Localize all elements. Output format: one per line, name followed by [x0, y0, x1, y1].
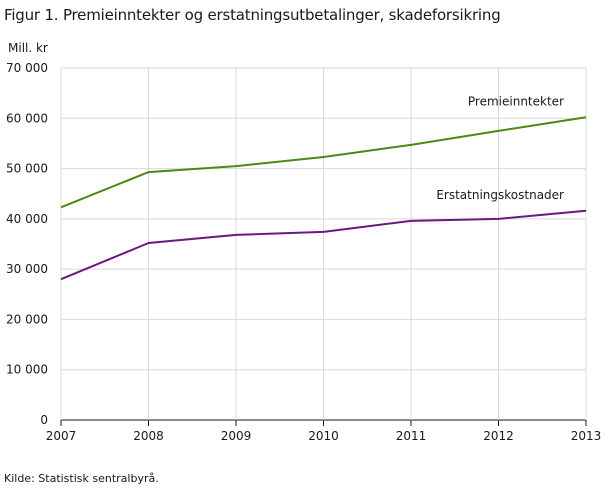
x-tick-label: 2008 [133, 429, 164, 443]
y-tick-label: 70 000 [6, 61, 48, 75]
y-axis-unit-label: Mill. kr [8, 41, 48, 55]
y-tick-label: 30 000 [6, 262, 48, 276]
x-tick-label: 2007 [46, 429, 77, 443]
series-label-2: Erstatningskostnader [436, 188, 564, 202]
y-tick-label: 20 000 [6, 312, 48, 326]
x-tick-label: 2011 [396, 429, 427, 443]
y-tick-label: 10 000 [6, 363, 48, 377]
x-tick-label: 2009 [221, 429, 252, 443]
x-tick-label: 2013 [571, 429, 602, 443]
x-tick-label: 2012 [483, 429, 514, 443]
y-tick-label: 40 000 [6, 212, 48, 226]
chart-title: Figur 1. Premieinntekter og erstatningsu… [4, 6, 501, 24]
y-tick-label: 50 000 [6, 162, 48, 176]
x-tick-label: 2010 [308, 429, 339, 443]
series-line-2 [60, 209, 587, 281]
series-label-1: Premieinntekter [468, 94, 564, 108]
y-tick-label: 60 000 [6, 111, 48, 125]
y-tick-label: 0 [40, 413, 48, 427]
source-note: Kilde: Statistisk sentralbyrå. [4, 472, 159, 485]
series-line-1 [60, 116, 587, 209]
